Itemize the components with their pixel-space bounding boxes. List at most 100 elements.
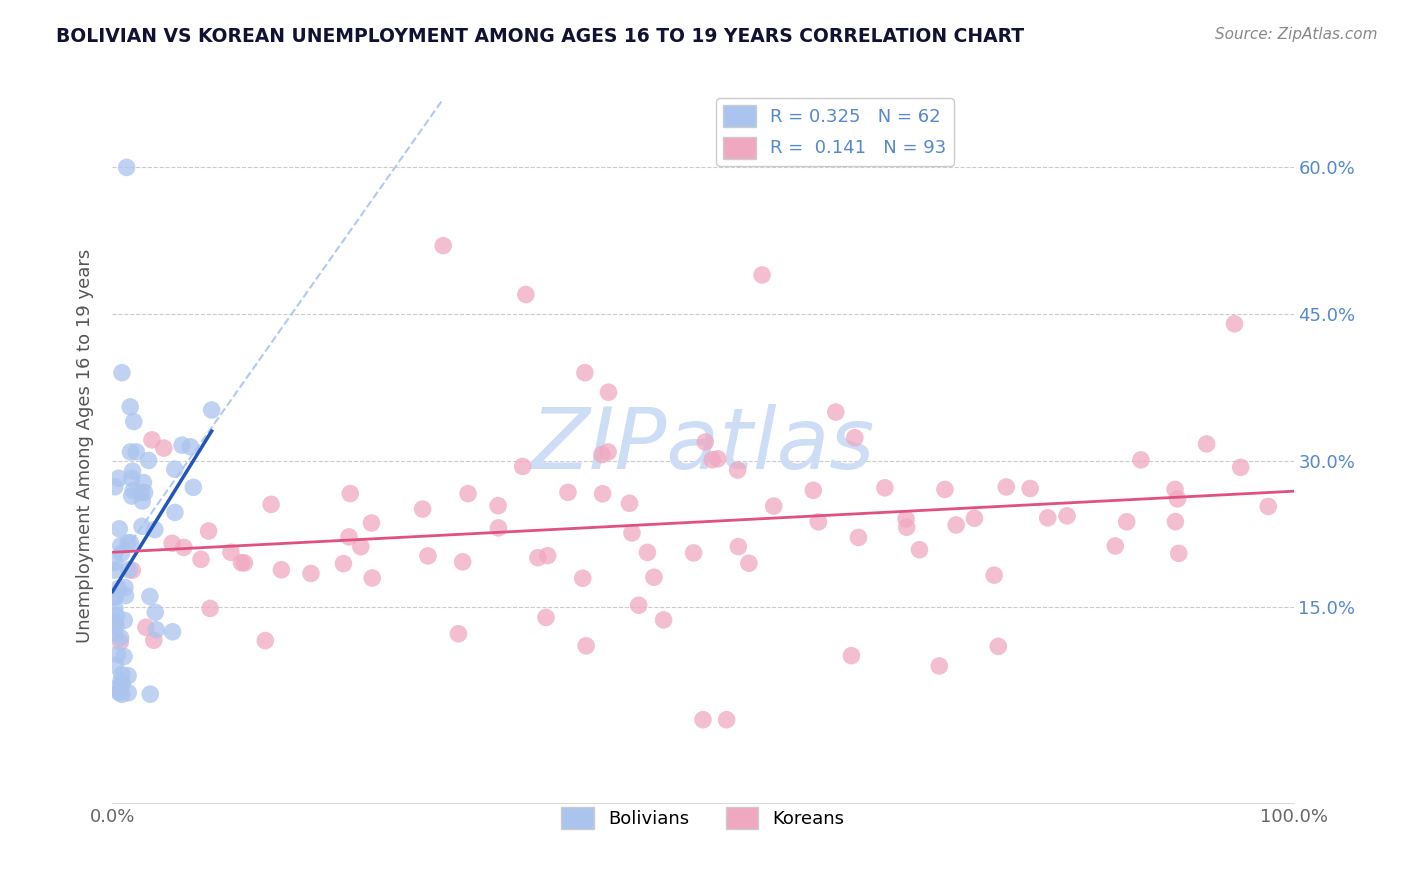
Point [108,522,131,536]
Point [179,440,201,454]
Point [1019,482,1042,496]
Point [652,613,675,627]
Point [121,471,143,485]
Point [118,563,141,577]
Point [571,571,593,585]
Point [104,480,127,494]
Point [170,438,193,452]
Point [117,669,139,683]
Point [692,713,714,727]
Point [557,485,579,500]
Point [110,539,132,553]
Point [198,601,221,615]
Text: BOLIVIAN VS KOREAN UNEMPLOYMENT AMONG AGES 16 TO 19 YEARS CORRELATION CHART: BOLIVIAN VS KOREAN UNEMPLOYMENT AMONG AG… [56,27,1025,45]
Point [575,639,598,653]
Point [894,512,917,526]
Point [1036,511,1059,525]
Point [260,497,283,511]
Point [129,485,152,500]
Point [107,582,129,596]
Point [143,523,166,537]
Point [108,684,131,698]
Point [727,540,749,554]
Point [1195,437,1218,451]
Point [104,589,127,603]
Point [620,525,643,540]
Point [117,686,139,700]
Point [574,366,596,380]
Point [142,633,165,648]
Point [824,405,846,419]
Point [702,452,724,467]
Point [120,445,142,459]
Point [104,681,127,696]
Point [486,521,509,535]
Point [104,601,127,615]
Point [332,557,354,571]
Point [110,673,132,688]
Point [122,483,145,498]
Point [1229,460,1251,475]
Point [121,464,143,478]
Point [360,516,382,530]
Point [592,487,614,501]
Point [534,610,557,624]
Point [139,687,162,701]
Point [591,448,613,462]
Point [1167,546,1189,560]
Point [143,605,166,619]
Point [105,609,128,624]
Point [636,545,658,559]
Point [995,480,1018,494]
Point [706,451,728,466]
Point [197,524,219,538]
Point [807,515,830,529]
Point [190,552,212,566]
Point [934,483,956,497]
Point [963,511,986,525]
Point [162,624,184,639]
Point [486,499,509,513]
Point [682,546,704,560]
Point [111,687,134,701]
Point [104,563,127,577]
Point [598,445,620,459]
Point [337,530,360,544]
Point [135,620,157,634]
Point [848,531,870,545]
Point [270,563,292,577]
Point [432,238,454,252]
Point [121,489,143,503]
Point [1115,515,1137,529]
Point [801,483,824,498]
Point [695,434,717,449]
Point [104,658,127,673]
Point [716,713,738,727]
Point [145,623,167,637]
Point [1164,483,1187,497]
Point [105,648,128,662]
Point [873,481,896,495]
Point [120,536,142,550]
Point [131,494,153,508]
Y-axis label: Unemployment Among Ages 16 to 19 years: Unemployment Among Ages 16 to 19 years [76,249,94,643]
Point [104,556,127,570]
Point [361,571,384,585]
Point [451,555,474,569]
Point [527,550,550,565]
Point [512,459,534,474]
Point [254,633,277,648]
Point [928,659,950,673]
Point [138,453,160,467]
Point [1164,515,1187,529]
Point [908,542,931,557]
Point [163,462,186,476]
Point [987,640,1010,654]
Legend: Bolivians, Koreans: Bolivians, Koreans [554,800,852,837]
Point [111,667,134,681]
Point [141,433,163,447]
Point [163,505,186,519]
Point [339,486,361,500]
Point [173,541,195,555]
Point [104,615,127,630]
